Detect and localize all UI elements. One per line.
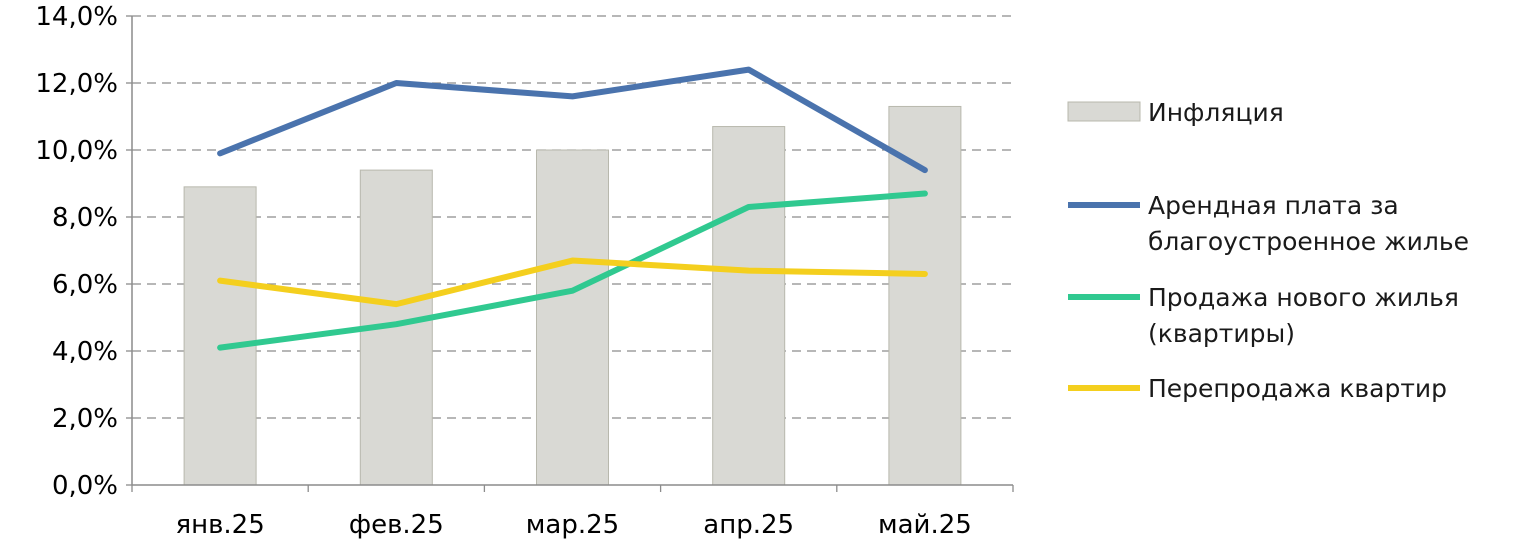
x-tick-label: фев.25 — [349, 510, 444, 540]
axes — [126, 15, 1014, 492]
x-axis-tick-labels: янв.25 фев.25 мар.25 апр.25 май.25 — [175, 510, 971, 540]
legend-label-line-resale: Перепродажа квартир — [1148, 374, 1447, 403]
y-axis-tick-labels: 0,0% 2,0% 4,0% 6,0% 8,0% 10,0% 12,0% 14,0% — [35, 2, 118, 501]
x-tick-label: мар.25 — [526, 510, 619, 540]
bar-inflation — [536, 149, 609, 486]
x-tick-label: апр.25 — [703, 510, 794, 540]
line-series — [217, 66, 928, 351]
y-tick-label: 8,0% — [52, 203, 118, 233]
legend-label-line-new-housing: Продажа нового жилья — [1148, 283, 1459, 312]
legend: Инфляция Арендная плата за благоустроенное… — [1067, 98, 1469, 403]
y-tick-label: 6,0% — [52, 270, 118, 300]
bar-series — [183, 105, 962, 486]
y-tick-label: 10,0% — [35, 136, 118, 166]
bar-inflation — [183, 186, 257, 486]
x-tick-label: янв.25 — [175, 510, 264, 540]
y-tick-label: 0,0% — [52, 471, 118, 501]
bar-inflation — [888, 105, 962, 486]
legend-label-line-rent: Арендная плата за — [1148, 191, 1399, 220]
y-tick-label: 4,0% — [52, 337, 118, 367]
y-tick-label: 2,0% — [52, 404, 118, 434]
legend-label-line-new-housing: (квартиры) — [1148, 319, 1295, 348]
y-tick-label: 14,0% — [35, 2, 118, 32]
y-tick-label: 12,0% — [35, 69, 118, 99]
bar-inflation — [712, 126, 786, 486]
x-tick-label: май.25 — [878, 510, 972, 540]
legend-label-line-rent: благоустроенное жилье — [1148, 227, 1469, 256]
legend-swatch-inflation — [1067, 101, 1141, 122]
legend-label-inflation: Инфляция — [1148, 98, 1284, 127]
